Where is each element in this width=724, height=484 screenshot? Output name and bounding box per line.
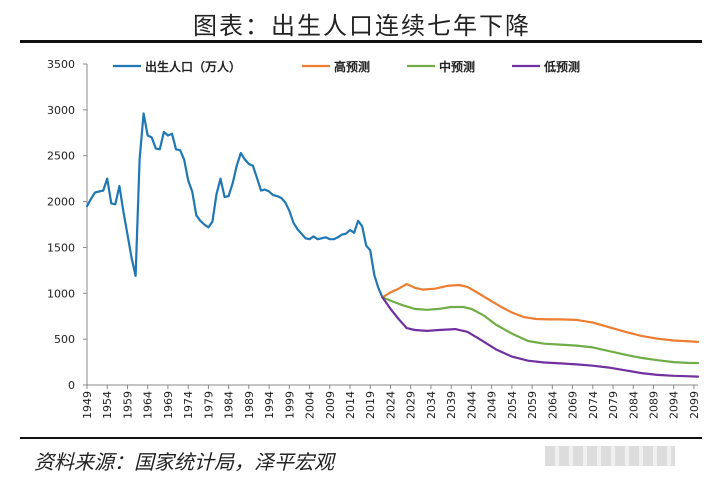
x-tick-label: 1974 xyxy=(182,391,195,419)
y-tick-label: 500 xyxy=(54,333,75,346)
x-tick-label: 1954 xyxy=(101,391,114,419)
x-tick-label: 2019 xyxy=(364,391,377,419)
series-line-2 xyxy=(381,283,700,343)
x-tick-label: 2004 xyxy=(304,391,317,419)
bottom-rule xyxy=(20,437,702,439)
x-tick-label: 1949 xyxy=(81,391,94,419)
y-tick-label: 1500 xyxy=(47,241,75,254)
x-tick-label: 2064 xyxy=(546,391,559,419)
x-tick-label: 1984 xyxy=(223,391,236,419)
x-tick-label: 2084 xyxy=(627,391,640,419)
source-note: 资料来源：国家统计局，泽平宏观 xyxy=(34,450,334,474)
y-tick-label: 3500 xyxy=(47,58,75,71)
x-tick-label: 1994 xyxy=(263,391,276,419)
x-tick-label: 2074 xyxy=(587,391,600,419)
x-tick-label: 1959 xyxy=(121,391,134,419)
series-lines xyxy=(85,112,700,378)
x-tick-label: 2029 xyxy=(405,391,418,419)
y-tick-label: 1000 xyxy=(47,287,75,300)
x-tick-label: 1999 xyxy=(283,391,296,419)
x-tick-label: 2009 xyxy=(324,391,337,419)
x-tick-label: 2059 xyxy=(526,391,539,419)
x-axis: 1949 1954 1959 1964 1969 1974 1979 1984 1989 1994… xyxy=(81,384,701,419)
series-line-1 xyxy=(85,112,384,299)
x-tick-label: 2049 xyxy=(486,391,499,419)
top-rule xyxy=(20,40,702,43)
y-axis: 0 500 1000 1500 2000 2500 3000 3500 xyxy=(47,58,88,392)
watermark xyxy=(545,446,675,466)
x-tick-label: 2079 xyxy=(607,391,620,419)
legend: 出生人口（万人） 高预测 中预测 低预测 xyxy=(113,59,580,74)
x-tick-label: 2034 xyxy=(425,391,438,419)
x-tick-label: 2044 xyxy=(465,391,478,419)
legend-label-3: 中预测 xyxy=(439,59,475,74)
x-tick-label: 2069 xyxy=(567,391,580,419)
legend-label-4: 低预测 xyxy=(543,59,580,74)
chart-title: 图表：出生人口连续七年下降 xyxy=(193,12,531,40)
x-tick-label: 1979 xyxy=(202,391,215,419)
x-tick-label: 2094 xyxy=(668,391,681,419)
y-tick-label: 2500 xyxy=(47,150,75,163)
x-tick-label: 2024 xyxy=(384,391,397,419)
series-line-4 xyxy=(381,296,700,378)
legend-label-2: 高预测 xyxy=(334,59,370,74)
x-tick-label: 1989 xyxy=(243,391,256,419)
y-tick-label: 3000 xyxy=(47,104,75,117)
x-tick-label: 1964 xyxy=(142,391,155,419)
x-tick-label: 2099 xyxy=(688,391,701,419)
legend-label-1: 出生人口（万人） xyxy=(145,59,241,74)
y-tick-label: 2000 xyxy=(47,196,75,209)
x-tick-label: 2039 xyxy=(445,391,458,419)
series-line-3 xyxy=(381,296,700,365)
chart: 0 500 1000 1500 2000 2500 3000 3500 1949 1954 195… xyxy=(47,58,701,419)
y-tick-label: 0 xyxy=(68,379,75,392)
x-tick-label: 1969 xyxy=(162,391,175,419)
x-tick-label: 2054 xyxy=(506,391,519,419)
x-tick-label: 2014 xyxy=(344,391,357,419)
x-tick-label: 2089 xyxy=(647,391,660,419)
